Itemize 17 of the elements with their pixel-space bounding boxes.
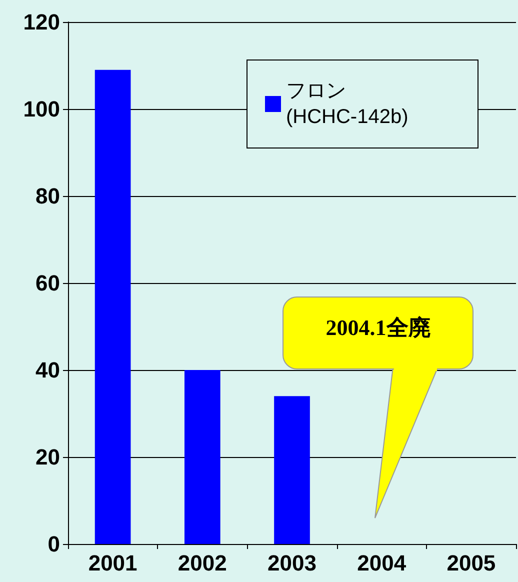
y-tick-label: 80 <box>36 184 60 208</box>
y-tick-label: 100 <box>23 96 60 122</box>
y-tick-label: 120 <box>23 10 60 34</box>
y-tick-label: 60 <box>36 270 60 296</box>
x-tick-label: 2003 <box>268 550 316 576</box>
bar <box>274 396 310 544</box>
x-tick-label: 2004 <box>357 550 407 576</box>
annotation: 2004.1全廃 <box>324 314 432 342</box>
x-tick-label: 2005 <box>446 550 496 576</box>
bar <box>94 70 131 544</box>
y-tick-label: 20 <box>36 444 60 470</box>
bar <box>184 370 220 544</box>
legend-label: フロン(HCHC-142b) <box>286 80 408 128</box>
x-tick-label: 2001 <box>88 550 138 576</box>
y-tick-label: 0 <box>48 532 60 556</box>
y-tick-label: 40 <box>36 358 60 382</box>
x-tick-label: 2002 <box>178 550 227 576</box>
